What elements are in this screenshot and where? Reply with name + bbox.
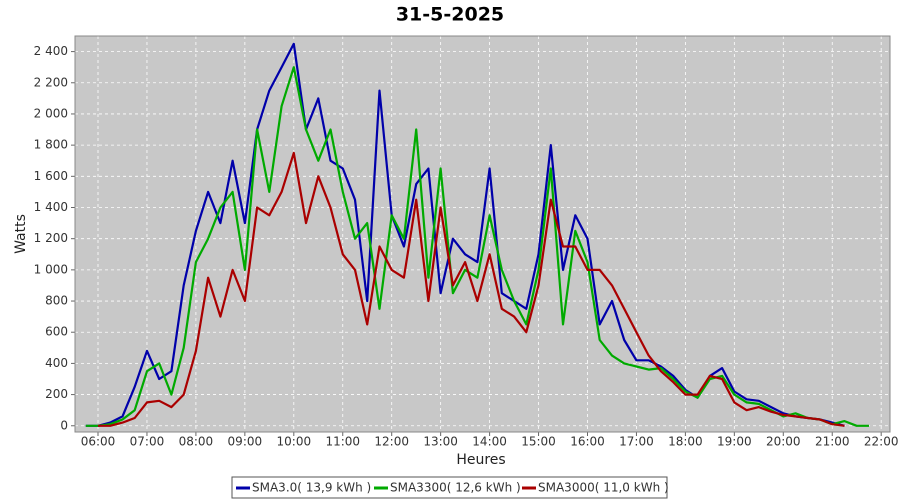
x-tick-label: 13:00 bbox=[423, 435, 458, 449]
y-tick-label: 2 400 bbox=[34, 44, 68, 58]
legend bbox=[231, 476, 668, 499]
x-tick-label: 21:00 bbox=[815, 435, 850, 449]
y-tick-label: 200 bbox=[45, 387, 68, 401]
y-tick-label: 1 600 bbox=[34, 169, 68, 183]
legend-label: SMA3.0( 13,9 kWh ) bbox=[252, 481, 371, 495]
plot-area bbox=[74, 35, 891, 433]
legend-label: SMA3300( 12,6 kWh ) bbox=[390, 481, 521, 495]
x-tick-label: 08:00 bbox=[179, 435, 214, 449]
x-axis-label: Heures bbox=[456, 452, 505, 468]
x-tick-label: 10:00 bbox=[277, 435, 312, 449]
x-tick-label: 22:00 bbox=[864, 435, 899, 449]
x-tick-label: 15:00 bbox=[521, 435, 556, 449]
x-tick-label: 18:00 bbox=[668, 435, 703, 449]
x-tick-label: 19:00 bbox=[717, 435, 752, 449]
series-line bbox=[98, 151, 845, 427]
series-line bbox=[85, 42, 845, 427]
y-tick-label: 400 bbox=[45, 356, 68, 370]
x-tick-label: 17:00 bbox=[619, 435, 654, 449]
y-tick-label: 2 000 bbox=[34, 106, 68, 120]
y-tick-label: 600 bbox=[45, 325, 68, 339]
x-tick-label: 06:00 bbox=[81, 435, 116, 449]
x-tick-label: 07:00 bbox=[130, 435, 165, 449]
y-tick-label: 1 000 bbox=[34, 262, 68, 276]
x-tick-label: 14:00 bbox=[472, 435, 507, 449]
x-tick-label: 11:00 bbox=[325, 435, 360, 449]
y-tick-label: 800 bbox=[45, 294, 68, 308]
y-tick-label: 0 bbox=[60, 418, 68, 432]
y-tick-label: 1 400 bbox=[34, 200, 68, 214]
y-tick-label: 2 200 bbox=[34, 75, 68, 89]
legend-label: SMA3000( 11,0 kWh ) bbox=[538, 481, 669, 495]
chart-title: 31-5-2025 bbox=[396, 4, 504, 26]
x-tick-label: 20:00 bbox=[766, 435, 801, 449]
x-tick-label: 12:00 bbox=[374, 435, 409, 449]
y-tick-label: 1 200 bbox=[34, 231, 68, 245]
x-tick-label: 09:00 bbox=[228, 435, 263, 449]
x-tick-label: 16:00 bbox=[570, 435, 605, 449]
y-axis-label: Watts bbox=[13, 214, 29, 254]
plot-border bbox=[74, 35, 891, 433]
y-tick-label: 1 800 bbox=[34, 138, 68, 152]
series-line bbox=[85, 66, 869, 427]
